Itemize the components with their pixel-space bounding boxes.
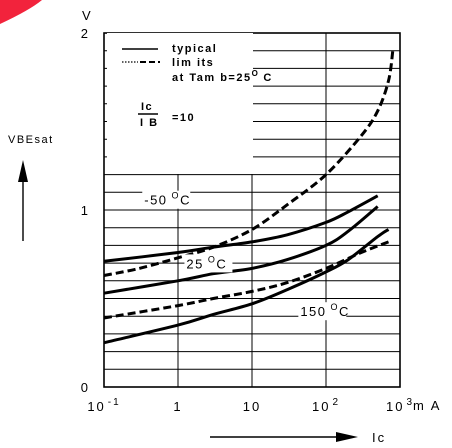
limit-curve-3	[103, 50, 395, 277]
annotation-label-2: 150 OC	[300, 302, 350, 319]
y-tick-label: 0	[81, 380, 90, 395]
y-tick-label: 1	[81, 203, 90, 218]
legend-limits: lim its	[172, 57, 214, 69]
limit-curve-4	[103, 240, 390, 320]
x-tick-label: 10 3	[386, 397, 414, 414]
legend-ratio-value: =10	[172, 112, 195, 124]
annotation-label-0: -50 OC	[144, 191, 191, 208]
series-group	[103, 50, 395, 345]
x-axis-arrow-head	[336, 432, 358, 442]
corner-mark	[0, 0, 42, 24]
legend-ratio-numerator: Ic	[141, 101, 153, 113]
x-tick-label: 10	[243, 399, 261, 414]
y-axis-top-label: V	[82, 8, 93, 23]
legend-ratio-denominator: I B	[140, 117, 159, 129]
annotation-bg	[184, 254, 233, 273]
legend-condition: at Tam b=25O C	[172, 69, 273, 84]
typical-curve-1	[103, 205, 379, 295]
x-ticks: 10 -1 1 10 10 2 10 3	[87, 397, 414, 414]
legend-typical: typical	[172, 43, 217, 55]
annotations: -50 OC 25 OC 150 OC	[142, 190, 350, 321]
x-tick-label: 10 -1	[87, 397, 120, 414]
typical-curve-2	[103, 228, 390, 345]
typical-curve-0	[103, 194, 379, 263]
y-axis-label: VBEsat	[8, 134, 54, 146]
x-tick-label: 1	[173, 399, 182, 414]
y-tick-label: 2	[81, 26, 90, 41]
annotation-bg	[298, 302, 347, 321]
legend-box	[107, 33, 253, 174]
annotation-label-1: 25 OC	[186, 254, 227, 271]
annotation-bg	[142, 190, 191, 209]
x-axis-label: Ic	[372, 430, 386, 445]
x-tick-label: 10 2	[312, 397, 340, 414]
x-unit: m A	[413, 398, 441, 413]
y-axis-arrow-head	[18, 160, 28, 182]
y-ticks: 0 1 2	[81, 26, 90, 395]
